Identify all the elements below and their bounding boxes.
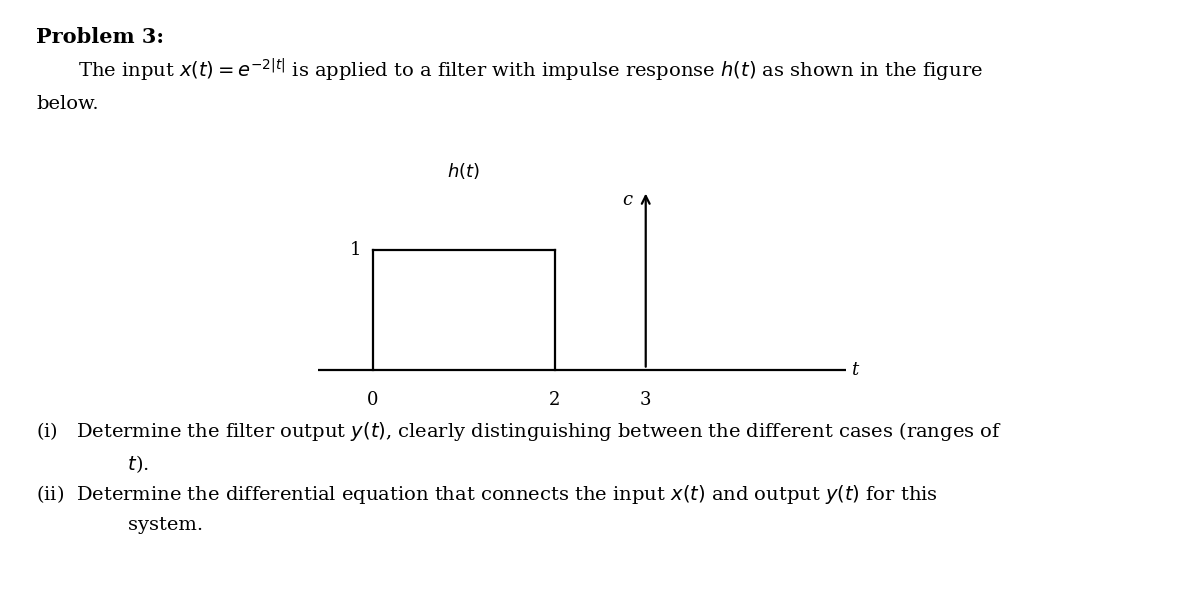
Text: 2: 2 bbox=[550, 391, 560, 409]
Text: $h(t)$: $h(t)$ bbox=[448, 162, 480, 181]
Text: 0: 0 bbox=[367, 391, 378, 409]
Text: c: c bbox=[622, 191, 632, 209]
Text: The input $x(t) = e^{-2|t|}$ is applied to a filter with impulse response $h(t)$: The input $x(t) = e^{-2|t|}$ is applied … bbox=[78, 57, 983, 84]
Text: (i)   Determine the filter output $y(t)$, clearly distinguishing between the dif: (i) Determine the filter output $y(t)$, … bbox=[36, 420, 1002, 443]
Text: $t$).: $t$). bbox=[78, 453, 149, 475]
Text: system.: system. bbox=[78, 516, 203, 533]
Text: t: t bbox=[851, 361, 858, 378]
Text: below.: below. bbox=[36, 95, 98, 113]
Text: Problem 3:: Problem 3: bbox=[36, 27, 164, 47]
Text: 1: 1 bbox=[350, 241, 361, 259]
Text: (ii)  Determine the differential equation that connects the input $x(t)$ and out: (ii) Determine the differential equation… bbox=[36, 483, 938, 506]
Text: 3: 3 bbox=[640, 391, 652, 409]
